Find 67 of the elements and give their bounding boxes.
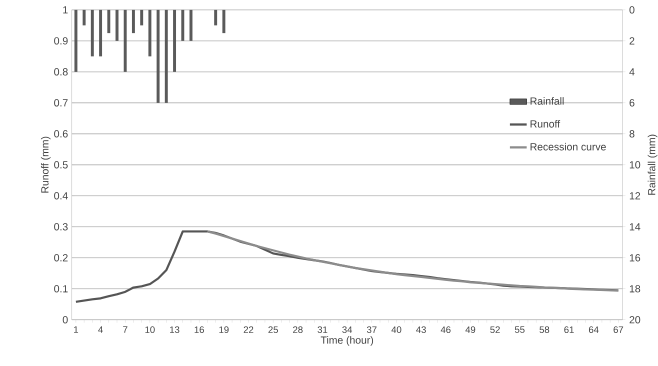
y-tick-label: 0.1 [54,285,68,292]
x-tick-label: 25 [268,326,278,333]
x-tick-label: 19 [219,326,229,333]
y-tick-label: 0 [62,316,68,324]
y2-tick-label: 0 [629,6,634,14]
y-tick-label: 0.5 [54,161,68,168]
x-tick-label: 10 [145,326,155,333]
y-tick-label: 0.9 [54,37,68,44]
y-tick-label: 0.2 [54,254,68,262]
bar [116,10,118,41]
y2-tick-label: 8 [630,130,634,138]
y2-tick-label: 4 [629,68,635,76]
bar [132,10,135,34]
y-tick-label: 0.4 [54,192,68,200]
bar [164,10,168,103]
y-tick-label: 0.7 [54,99,68,106]
legend-label: Rainfall [530,97,564,105]
bar [107,10,110,34]
bar [74,10,78,72]
y-axis-title: Runoff (mm) [40,136,51,193]
x-tick-label: 55 [514,326,525,333]
bar [124,10,127,72]
y2-tick-label: 18 [630,285,640,292]
x-tick-label: 49 [465,326,476,333]
bar [156,10,160,103]
bar [222,10,226,34]
y-tick-label: 0.6 [54,130,68,138]
y2-tick-label: 10 [630,161,640,168]
y-tick-label: 0.8 [54,68,68,76]
legend-label: Recession curve [530,142,606,150]
y2-axis-title: Rainfall (mm) [648,134,658,195]
bar [140,10,144,26]
x-tick-label: 67 [614,326,624,333]
x-tick-label: 58 [540,326,550,333]
y2-tick-label: 16 [630,254,640,262]
y2-tick-label: 6 [630,99,634,106]
y2-tick-label: 14 [630,223,640,230]
x-tick-label: 61 [564,326,574,333]
bar [99,10,102,56]
y2-tick-label: 2 [630,37,634,44]
x-tick-label: 46 [440,326,451,333]
bar [90,10,94,56]
bar [82,10,86,26]
y-tick-label: 0.3 [54,223,68,230]
x-tick-label: 7 [123,326,128,333]
x-tick-label: 40 [391,326,402,333]
x-tick-label: 31 [318,326,328,333]
x-tick-label: 37 [366,326,377,333]
bar [173,10,176,72]
bar [148,10,152,56]
x-tick-label: 28 [293,326,303,333]
x-tick-label: 52 [490,326,500,333]
x-axis-title: Time (hour) [320,336,374,346]
y2-tick-label: 20 [630,316,640,324]
x-tick-label: 43 [416,326,426,333]
x-tick-label: 16 [194,326,204,333]
y-tick-label: 1 [63,6,68,14]
x-tick-label: 1 [74,326,78,333]
legend-label: Runoff [530,120,560,128]
x-tick-label: 64 [588,326,599,333]
bar [214,10,218,26]
x-tick-label: 22 [244,326,254,333]
x-tick-label: 13 [170,326,180,333]
x-tick-label: 4 [98,326,103,333]
y2-tick-label: 12 [630,192,640,200]
x-tick-label: 34 [342,326,352,333]
bar [190,10,192,41]
